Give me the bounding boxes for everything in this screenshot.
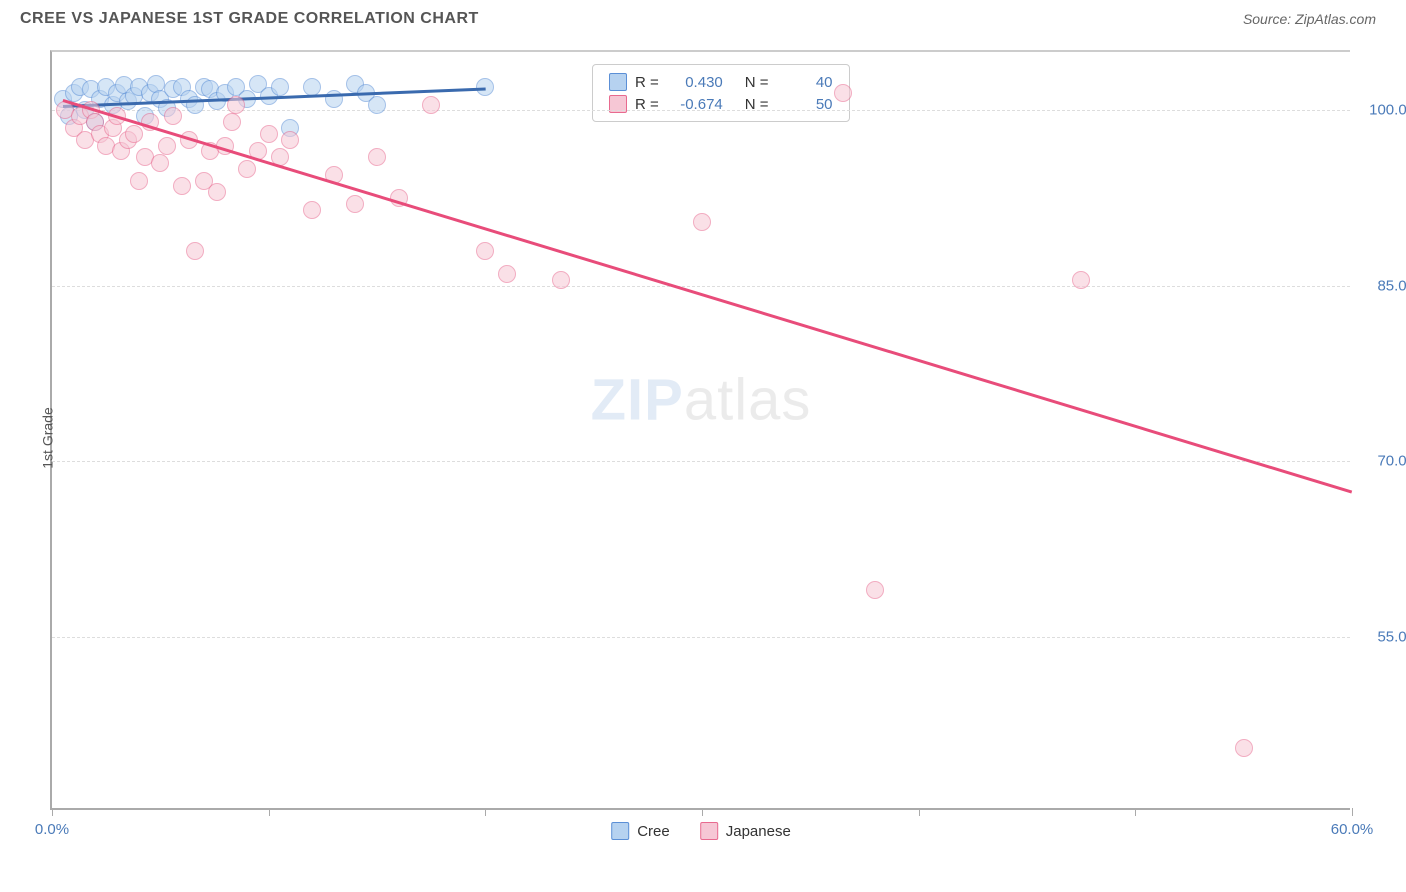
chart-title: CREE VS JAPANESE 1ST GRADE CORRELATION C… <box>20 10 479 28</box>
data-point-japanese <box>866 581 884 599</box>
correlation-legend: R = 0.430 N = 40 R = -0.674N = 50 <box>592 64 850 122</box>
data-point-cree <box>303 78 321 96</box>
n-label: N = <box>745 74 769 91</box>
data-point-japanese <box>164 107 182 125</box>
gridline <box>52 286 1350 287</box>
x-tick-label: 60.0% <box>1331 821 1374 838</box>
data-point-japanese <box>227 96 245 114</box>
x-tick <box>1352 808 1353 816</box>
legend-item-japanese: Japanese <box>700 822 791 840</box>
legend-item-cree: Cree <box>611 822 670 840</box>
y-tick-label: 85.0% <box>1360 277 1406 294</box>
data-point-japanese <box>173 177 191 195</box>
data-point-japanese <box>151 154 169 172</box>
y-tick-label: 70.0% <box>1360 453 1406 470</box>
watermark-zip: ZIP <box>591 367 684 432</box>
gridline <box>52 461 1350 462</box>
data-point-japanese <box>260 125 278 143</box>
corr-row-cree: R = 0.430 N = 40 <box>609 71 833 93</box>
source-label: Source: ZipAtlas.com <box>1243 11 1376 27</box>
trend-line-japanese <box>62 99 1352 493</box>
r-value: 0.430 <box>667 74 723 91</box>
r-label: R = <box>635 74 659 91</box>
x-tick <box>1135 808 1136 816</box>
legend-label: Japanese <box>726 823 791 840</box>
data-point-japanese <box>125 125 143 143</box>
y-axis-label: 1st Grade <box>40 407 56 468</box>
swatch-cree <box>609 73 627 91</box>
data-point-japanese <box>1072 271 1090 289</box>
data-point-japanese <box>208 183 226 201</box>
data-point-cree <box>368 96 386 114</box>
watermark-atlas: atlas <box>684 367 812 432</box>
data-point-japanese <box>281 131 299 149</box>
series-legend: Cree Japanese <box>611 822 791 840</box>
x-tick <box>919 808 920 816</box>
data-point-japanese <box>834 84 852 102</box>
data-point-japanese <box>223 113 241 131</box>
chart-plot-area: 1st Grade ZIPatlas R = 0.430N = 40R = -0… <box>50 50 1350 810</box>
data-point-cree <box>325 90 343 108</box>
x-tick <box>269 808 270 816</box>
x-tick <box>485 808 486 816</box>
data-point-japanese <box>1235 739 1253 757</box>
x-tick <box>52 808 53 816</box>
data-point-japanese <box>368 148 386 166</box>
x-tick-label: 0.0% <box>35 821 69 838</box>
data-point-japanese <box>303 201 321 219</box>
y-tick-label: 55.0% <box>1360 628 1406 645</box>
n-value: 40 <box>777 74 833 91</box>
data-point-japanese <box>693 213 711 231</box>
x-tick <box>702 808 703 816</box>
data-point-japanese <box>498 265 516 283</box>
data-point-japanese <box>186 242 204 260</box>
swatch-japanese <box>700 822 718 840</box>
legend-label: Cree <box>637 823 670 840</box>
data-point-japanese <box>130 172 148 190</box>
gridline <box>52 637 1350 638</box>
data-point-japanese <box>238 160 256 178</box>
data-point-japanese <box>552 271 570 289</box>
swatch-cree <box>611 822 629 840</box>
y-tick-label: 100.0% <box>1360 102 1406 119</box>
corr-row-japanese: R = -0.674N = 50 <box>609 93 833 115</box>
data-point-japanese <box>158 137 176 155</box>
data-point-japanese <box>346 195 364 213</box>
gridline <box>52 110 1350 111</box>
data-point-japanese <box>476 242 494 260</box>
watermark: ZIPatlas <box>591 366 812 433</box>
data-point-japanese <box>422 96 440 114</box>
data-point-cree <box>271 78 289 96</box>
